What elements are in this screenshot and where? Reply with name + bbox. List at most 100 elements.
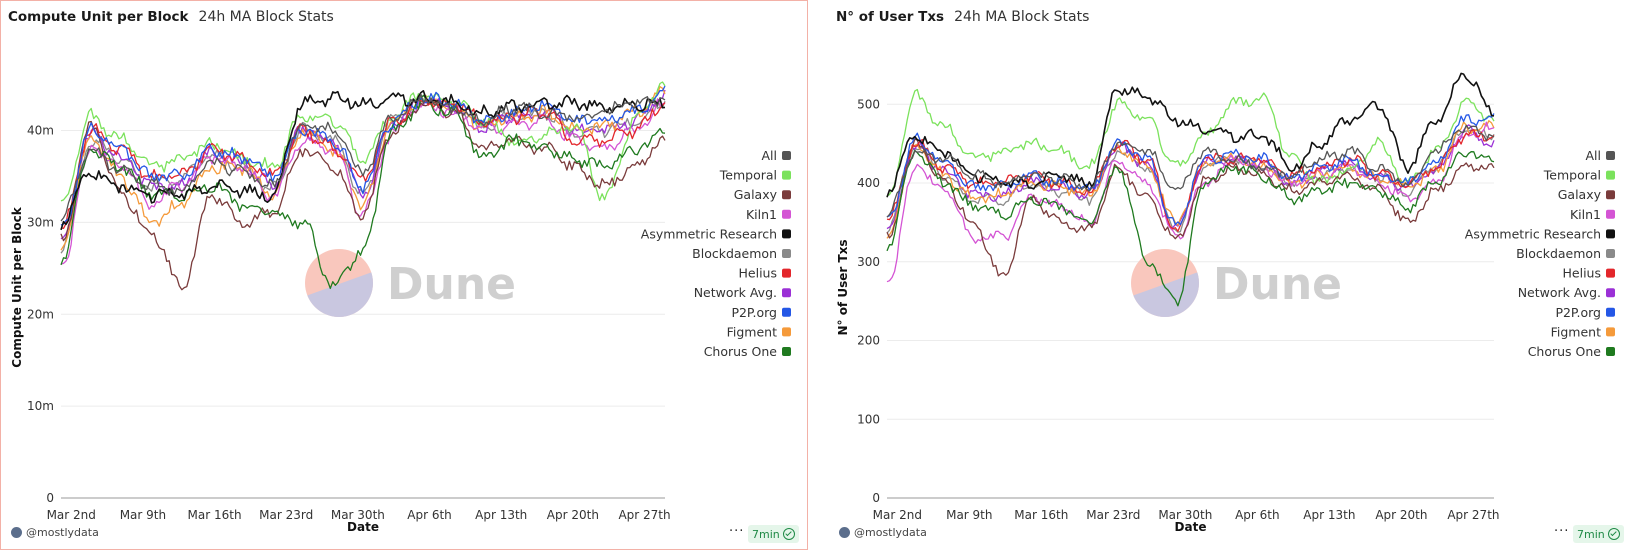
author-name: @mostlydata (26, 526, 99, 539)
legend-label-temporal: Temporal (1543, 168, 1601, 183)
author-name: @mostlydata (854, 526, 927, 539)
more-options-button[interactable]: ··· (729, 524, 745, 539)
author-avatar-icon (839, 527, 850, 538)
series-line-galaxy (886, 138, 1495, 277)
y-tick-label: 40m (27, 124, 54, 138)
y-tick-label: 20m (27, 307, 54, 321)
legend-label-network-avg: Network Avg. (694, 285, 777, 300)
x-tick-label: Mar 16th (188, 508, 242, 522)
legend-swatch-chorus-one (782, 347, 791, 356)
user-txs-chart: 0 100 200 300 400 500 Mar 2nd Mar 9th Mar 16th Ma… (836, 72, 1615, 534)
panel-title: N° of User Txs 24h MA Block Stats (836, 9, 1089, 25)
x-tick-label: Apr 6th (1235, 508, 1280, 522)
series-line-chorus-one (886, 149, 1495, 307)
compute-unit-chart: 0 10m 20m 30m 40m Mar 2nd Mar 9th Mar 16th Mar 2… (10, 81, 791, 534)
series-line-asymmetric-research (60, 90, 666, 231)
legend-label-galaxy: Galaxy (1558, 187, 1602, 202)
chart-title: Compute Unit per Block (8, 9, 189, 25)
dune-watermark: Dune (305, 249, 516, 317)
panel-title: Compute Unit per Block 24h MA Block Stats (8, 9, 334, 25)
series-line-helius (886, 128, 1495, 232)
legend-label-chorus-one: Chorus One (1528, 344, 1602, 359)
x-tick-label: Mar 30th (1158, 508, 1212, 522)
refresh-badge[interactable]: 7min (748, 525, 799, 543)
y-axis-title: N° of User Txs (836, 239, 850, 335)
y-axis-title: Compute Unit per Block (10, 206, 24, 367)
series-line-galaxy (60, 97, 666, 291)
x-tick-label: Apr 20th (1375, 508, 1427, 522)
x-tick-label: Mar 23rd (1086, 508, 1140, 522)
author-link[interactable]: @mostlydata (11, 526, 99, 539)
legend-label-p2p-org: P2P.org (731, 305, 777, 320)
author-avatar-icon (11, 527, 22, 538)
legend-swatch-network-avg (782, 288, 791, 298)
legend-label-temporal: Temporal (719, 168, 777, 183)
watermark-text: Dune (1213, 259, 1342, 310)
series-line-temporal (886, 88, 1495, 197)
series-line-p2p-org (886, 113, 1495, 226)
series-line-figment (60, 85, 666, 251)
series-line-all (60, 93, 666, 222)
legend-label-blockdaemon: Blockdaemon (692, 246, 777, 261)
dune-watermark: Dune (1131, 249, 1342, 317)
refresh-time: 7min (752, 527, 780, 541)
dune-logo-icon (305, 249, 373, 317)
legend-swatch-temporal (1606, 170, 1615, 180)
x-tick-label: Apr 13th (1303, 508, 1355, 522)
series-line-all (886, 124, 1495, 218)
y-tick-label: 30m (27, 215, 54, 229)
series-line-kiln1 (60, 98, 666, 265)
legend-swatch-all (1606, 151, 1615, 160)
x-tick-label: Mar 30th (331, 508, 385, 522)
legend-swatch-blockdaemon (1606, 249, 1615, 258)
chart-title: N° of User Txs (836, 9, 945, 25)
x-axis-title: Date (1175, 520, 1207, 534)
legend-label-kiln1: Kiln1 (746, 207, 777, 222)
x-tick-label: Mar 23rd (259, 508, 313, 522)
legend-label-kiln1: Kiln1 (1570, 207, 1601, 222)
series-line-temporal (60, 81, 666, 202)
dune-logo-icon (1131, 249, 1199, 317)
y-tick-label: 500 (857, 97, 880, 111)
chart-subtitle: 24h MA Block Stats (954, 9, 1090, 25)
legend-label-all: All (1586, 148, 1602, 163)
x-tick-label: Apr 13th (475, 508, 527, 522)
author-link[interactable]: @mostlydata (839, 526, 927, 539)
legend-swatch-figment (782, 327, 791, 337)
y-tick-label: 300 (857, 255, 880, 269)
legend-label-figment: Figment (1551, 324, 1601, 339)
y-tick-label: 200 (857, 334, 880, 348)
x-tick-label: Mar 2nd (873, 508, 922, 522)
legend-label-blockdaemon: Blockdaemon (1516, 246, 1601, 261)
legend-label-galaxy: Galaxy (734, 187, 778, 202)
legend-swatch-p2p-org (1606, 307, 1615, 317)
series-line-asymmetric-research (886, 72, 1495, 198)
legend-label-chorus-one: Chorus One (704, 344, 778, 359)
legend-swatch-helius (1606, 268, 1615, 278)
legend-swatch-helius (782, 268, 791, 278)
y-tick-label: 0 (872, 491, 880, 505)
legend-label-figment: Figment (727, 324, 777, 339)
x-tick-label: Mar 16th (1014, 508, 1068, 522)
legend-swatch-blockdaemon (782, 249, 791, 258)
user-txs-panel: N° of User Txs 24h MA Block Stats 0 100 200… (828, 0, 1632, 550)
x-tick-label: Apr 27th (1447, 508, 1499, 522)
legend-label-helius: Helius (739, 266, 777, 281)
check-circle-icon (782, 528, 795, 540)
x-tick-label: Mar 9th (946, 508, 992, 522)
refresh-time: 7min (1577, 527, 1605, 541)
y-tick-label: 400 (857, 176, 880, 190)
compute-unit-panel: Compute Unit per Block 24h MA Block Stats… (0, 0, 808, 550)
more-options-button[interactable]: ··· (1554, 524, 1570, 539)
watermark-text: Dune (387, 259, 516, 310)
legend-swatch-all (782, 151, 791, 160)
legend-swatch-asymmetric-research (782, 229, 791, 239)
legend-swatch-kiln1 (1606, 209, 1615, 219)
legend-label-asymmetric-research: Asymmetric Research (641, 226, 777, 241)
legend-swatch-p2p-org (782, 307, 791, 317)
y-tick-label: 0 (46, 491, 54, 505)
x-tick-label: Mar 9th (120, 508, 166, 522)
x-tick-label: Apr 27th (618, 508, 670, 522)
legend-swatch-chorus-one (1606, 347, 1615, 356)
refresh-badge[interactable]: 7min (1573, 525, 1624, 543)
